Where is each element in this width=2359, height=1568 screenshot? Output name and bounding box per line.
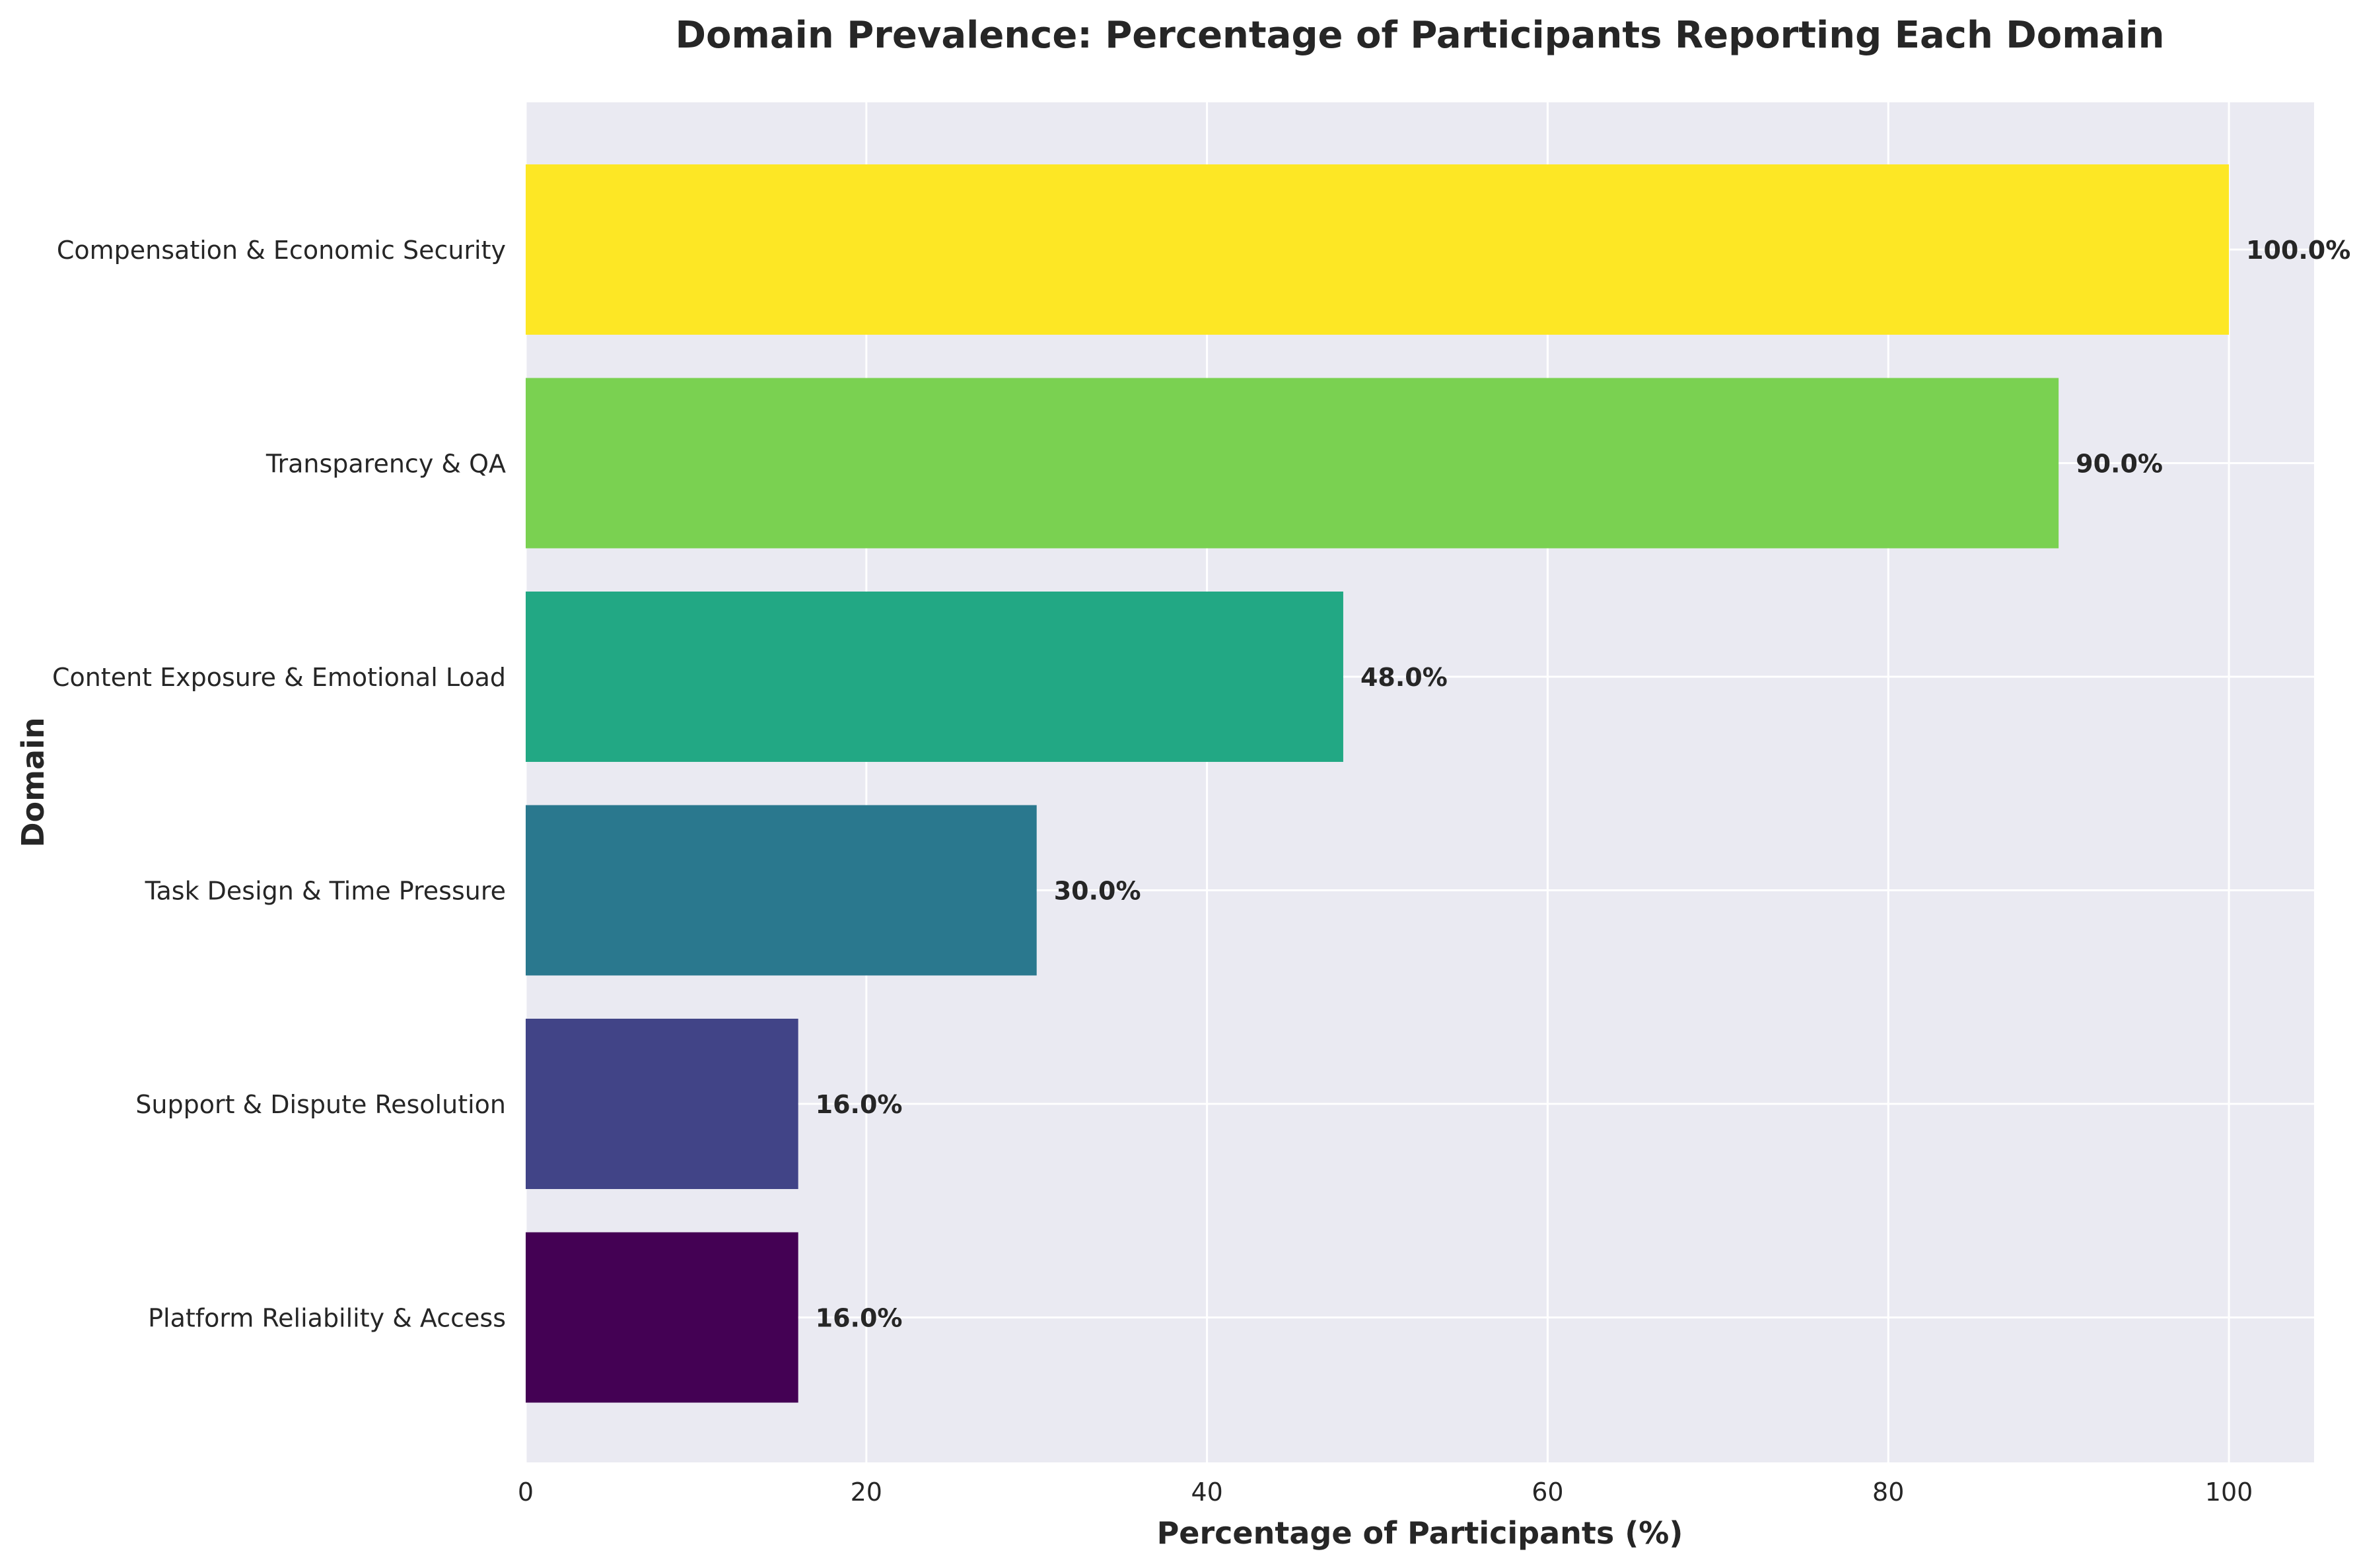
value-label-3: 30.0%	[1054, 877, 1141, 906]
y-tick-label-5: Platform Reliability & Access	[148, 1304, 506, 1333]
x-tick-label-5: 100	[2205, 1478, 2253, 1507]
chart-title: Domain Prevalence: Percentage of Partici…	[676, 14, 2165, 57]
bars	[526, 164, 2230, 1403]
x-tick-label-0: 0	[518, 1478, 534, 1507]
y-axis-label: Domain	[15, 717, 51, 847]
x-tick-label-1: 20	[851, 1478, 882, 1507]
bar-4	[526, 1019, 798, 1189]
bar-5	[526, 1232, 798, 1403]
y-tick-labels: Compensation & Economic Security Transpar…	[52, 236, 506, 1333]
y-tick-label-4: Support & Dispute Resolution	[135, 1090, 506, 1119]
x-axis-label: Percentage of Participants (%)	[1157, 1515, 1683, 1551]
value-label-5: 16.0%	[816, 1304, 903, 1333]
bar-3	[526, 805, 1037, 976]
bar-2	[526, 592, 1343, 762]
value-labels: 100.0% 90.0% 48.0% 30.0% 16.0% 16.0%	[816, 236, 2351, 1333]
value-label-1: 90.0%	[2076, 450, 2163, 479]
x-tick-label-3: 60	[1532, 1478, 1563, 1507]
x-tick-labels: 0 20 40 60 80 100	[518, 1478, 2253, 1507]
y-tick-label-1: Transparency & QA	[265, 450, 506, 479]
x-tick-label-4: 80	[1872, 1478, 1904, 1507]
bar-0	[526, 164, 2230, 335]
bar-1	[526, 378, 2059, 549]
value-label-4: 16.0%	[816, 1090, 903, 1119]
y-tick-label-2: Content Exposure & Emotional Load	[52, 663, 506, 692]
value-label-2: 48.0%	[1360, 663, 1448, 692]
value-label-0: 100.0%	[2246, 236, 2350, 265]
x-tick-label-2: 40	[1191, 1478, 1222, 1507]
y-tick-label-3: Task Design & Time Pressure	[145, 877, 506, 906]
y-tick-label-0: Compensation & Economic Security	[57, 236, 506, 265]
